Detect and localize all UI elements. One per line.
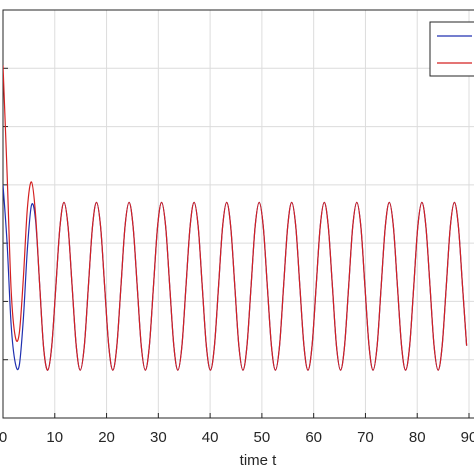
axes-box (2, 9, 474, 419)
x-axis-label: time t (240, 452, 278, 469)
x-tick-label: 10 (46, 429, 63, 446)
x-tick-label: 50 (254, 429, 271, 446)
x-tick-label: 0 (0, 429, 7, 446)
legend-box (429, 21, 474, 77)
x-tick-label: 80 (409, 429, 426, 446)
x-tick-label: 30 (150, 429, 167, 446)
x-tick-label: 90 (461, 429, 474, 446)
series-line (3, 65, 468, 371)
x-tick-label: 70 (357, 429, 374, 446)
x-tick-label: 60 (305, 429, 322, 446)
x-tick-label: 20 (98, 429, 115, 446)
x-tick-label: 40 (202, 429, 219, 446)
